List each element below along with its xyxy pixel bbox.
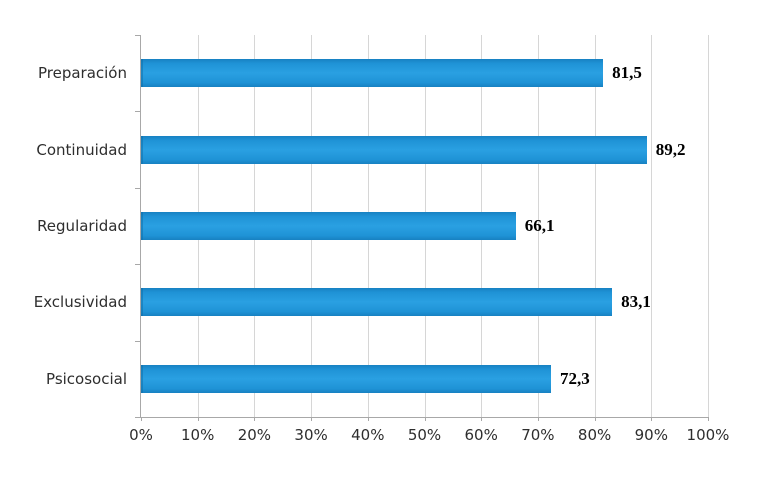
bar-preparación: [141, 59, 604, 88]
x-axis-tick-label: 100%: [686, 426, 730, 444]
x-axis-tick-label: 80%: [577, 426, 612, 444]
bar-exclusividad: [141, 288, 613, 317]
y-axis-tick-mark: [135, 111, 140, 113]
x-axis-tick-mark: [424, 417, 426, 421]
x-axis-tick-mark: [708, 417, 709, 421]
bar-value-label: 89,2: [655, 139, 686, 159]
y-axis-tick-mark: [135, 417, 140, 418]
x-axis-tick-label: 60%: [464, 426, 498, 444]
x-axis-tick-label: 10%: [181, 426, 215, 444]
x-axis-tick-mark: [594, 417, 596, 421]
y-axis-tick-mark: [135, 264, 140, 266]
category-label: Exclusividad: [33, 293, 127, 312]
bar-value-label: 83,1: [621, 292, 651, 312]
bar-value-label: 66,1: [524, 216, 555, 235]
gridline-100: [708, 35, 709, 417]
x-axis-tick-mark: [141, 417, 142, 421]
y-axis-tick-mark: [135, 35, 140, 36]
x-axis-tick-label: 50%: [407, 426, 442, 444]
gridline-90: [651, 35, 653, 417]
y-axis-tick-mark: [135, 187, 140, 189]
bar-value-label: 81,5: [612, 63, 642, 83]
x-axis-tick-label: 0%: [129, 426, 153, 444]
category-label: Psicosocial: [46, 369, 127, 388]
x-axis-tick-mark: [481, 417, 483, 421]
category-label: Continuidad: [36, 140, 127, 159]
x-axis-tick-label: 40%: [351, 426, 385, 444]
bar-value-label: 72,3: [559, 368, 590, 388]
x-axis-tick-label: 70%: [521, 426, 555, 444]
plot-area: 0% 10% 20% 30% 40% 50% 60% 70% 80% 90% 100% 81,5 89,…: [129, 35, 729, 444]
category-label: Preparación: [37, 64, 127, 83]
y-axis-category-labels: Preparación Continuidad Regularidad Exclusi…: [0, 35, 140, 417]
x-axis-tick-mark: [367, 417, 369, 421]
category-label: Regularidad: [37, 217, 127, 235]
x-axis-tick-label: 90%: [634, 426, 668, 444]
x-axis-tick-mark: [197, 417, 199, 421]
bar-regularidad: [141, 212, 516, 240]
gridline-80: [594, 35, 596, 417]
x-axis-tick-label: 20%: [237, 426, 272, 444]
x-axis-tick-label: 30%: [294, 426, 328, 444]
x-axis-tick-mark: [651, 417, 653, 421]
x-axis-tick-mark: [311, 417, 313, 421]
bar-continuidad: [141, 135, 647, 164]
x-axis-tick-mark: [254, 417, 256, 421]
x-axis-tick-mark: [537, 417, 539, 421]
y-axis-tick-mark: [135, 340, 140, 342]
gridline-70: [537, 35, 539, 417]
bar-psicosocial: [141, 364, 551, 393]
